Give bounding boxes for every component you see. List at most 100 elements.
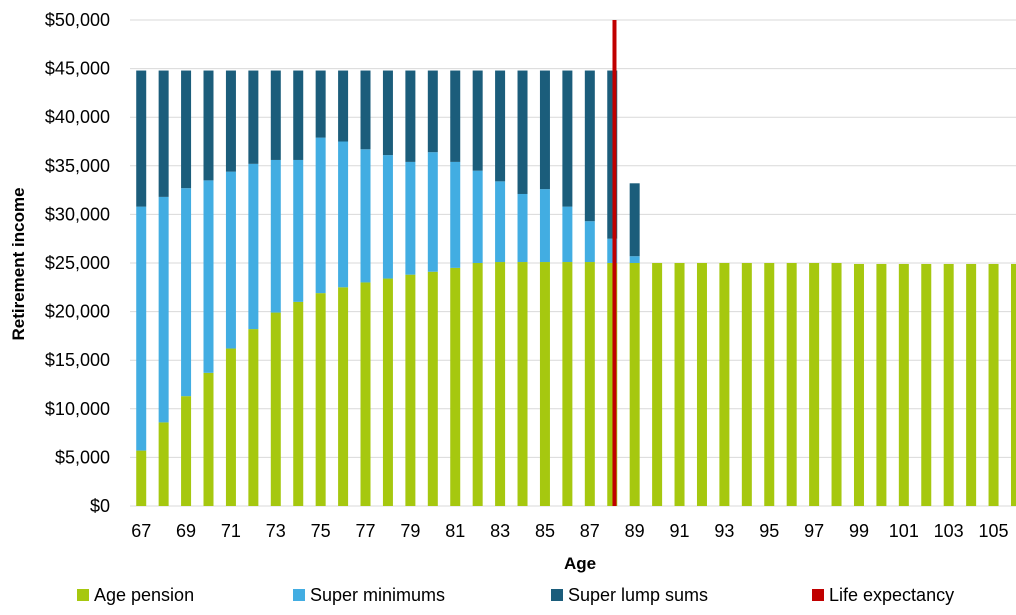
bar-age-pension-73 bbox=[270, 312, 281, 506]
bar-super-lump-sums-77 bbox=[360, 70, 371, 150]
bar-age-pension-74 bbox=[293, 301, 304, 506]
x-tick-label: 71 bbox=[221, 521, 241, 541]
x-tick-label: 93 bbox=[714, 521, 734, 541]
y-tick-label: $15,000 bbox=[45, 350, 110, 370]
bar-age-pension-102 bbox=[921, 263, 932, 506]
bar-age-pension-105 bbox=[988, 263, 999, 506]
y-axis-tick-labels: $0 $5,000 $10,000 $15,000 $20,000 $25,000 $30,… bbox=[45, 10, 110, 516]
bar-super-minimums-77 bbox=[360, 149, 371, 283]
bar-super-lump-sums-74 bbox=[293, 70, 304, 160]
bar-age-pension-87 bbox=[584, 262, 595, 506]
bar-super-minimums-69 bbox=[181, 188, 192, 397]
bar-super-minimums-85 bbox=[539, 189, 550, 263]
bar-age-pension-82 bbox=[472, 263, 483, 506]
legend-item-super-lump-sums: Super lump sums bbox=[551, 585, 708, 605]
bar-super-lump-sums-87 bbox=[584, 70, 595, 222]
bar-super-lump-sums-83 bbox=[495, 70, 506, 182]
bar-super-minimums-83 bbox=[495, 181, 506, 263]
x-tick-label: 85 bbox=[535, 521, 555, 541]
x-tick-label: 73 bbox=[266, 521, 286, 541]
legend-item-life-expectancy: Life expectancy bbox=[812, 585, 954, 605]
bar-super-lump-sums-81 bbox=[450, 70, 461, 162]
x-tick-label: 69 bbox=[176, 521, 196, 541]
bar-age-pension-81 bbox=[450, 267, 461, 506]
bar-age-pension-72 bbox=[248, 329, 259, 506]
bar-age-pension-91 bbox=[674, 263, 685, 506]
y-axis-title: Retirement income bbox=[9, 187, 28, 340]
x-tick-label: 79 bbox=[400, 521, 420, 541]
legend-swatch-life-expectancy bbox=[812, 589, 824, 601]
bar-age-pension-85 bbox=[539, 262, 550, 506]
bar-super-lump-sums-88 bbox=[607, 70, 618, 239]
y-tick-label: $50,000 bbox=[45, 10, 110, 30]
bar-age-pension-68 bbox=[158, 422, 169, 506]
bar-age-pension-86 bbox=[562, 262, 573, 506]
bar-super-minimums-81 bbox=[450, 161, 461, 268]
bar-super-minimums-68 bbox=[158, 196, 169, 423]
bar-super-minimums-74 bbox=[293, 159, 304, 302]
bar-age-pension-99 bbox=[853, 263, 864, 506]
x-tick-label: 77 bbox=[355, 521, 375, 541]
bar-super-lump-sums-67 bbox=[136, 70, 147, 207]
y-tick-label: $45,000 bbox=[45, 59, 110, 79]
x-axis-title: Age bbox=[564, 554, 596, 573]
bar-super-minimums-87 bbox=[584, 221, 595, 263]
bar-age-pension-96 bbox=[786, 263, 797, 506]
bar-super-minimums-67 bbox=[136, 206, 147, 451]
bar-age-pension-103 bbox=[943, 263, 954, 506]
legend-item-age-pension: Age pension bbox=[77, 585, 194, 605]
bar-super-minimums-84 bbox=[517, 193, 528, 263]
bar-age-pension-77 bbox=[360, 282, 371, 506]
x-tick-label: 83 bbox=[490, 521, 510, 541]
bar-super-lump-sums-80 bbox=[427, 70, 438, 153]
bar-super-minimums-89 bbox=[629, 256, 640, 263]
legend-label-life-expectancy: Life expectancy bbox=[829, 585, 954, 605]
bar-super-minimums-73 bbox=[270, 159, 281, 313]
bar-age-pension-95 bbox=[764, 263, 775, 506]
bar-age-pension-69 bbox=[181, 396, 192, 506]
bar-super-lump-sums-69 bbox=[181, 70, 192, 189]
bar-age-pension-90 bbox=[652, 263, 663, 506]
bar-age-pension-101 bbox=[898, 263, 909, 506]
bar-age-pension-84 bbox=[517, 262, 528, 506]
x-tick-label: 91 bbox=[670, 521, 690, 541]
legend-label-super-lump-sums: Super lump sums bbox=[568, 585, 708, 605]
y-tick-label: $30,000 bbox=[45, 204, 110, 224]
bar-super-minimums-86 bbox=[562, 206, 573, 263]
bar-super-lump-sums-70 bbox=[203, 70, 214, 181]
x-tick-label: 103 bbox=[934, 521, 964, 541]
bar-super-minimums-78 bbox=[382, 155, 393, 279]
bar-super-lump-sums-84 bbox=[517, 70, 528, 194]
bar-super-lump-sums-86 bbox=[562, 70, 573, 207]
bar-super-lump-sums-82 bbox=[472, 70, 483, 171]
x-tick-label: 97 bbox=[804, 521, 824, 541]
bar-age-pension-106 bbox=[1010, 263, 1016, 506]
bar-super-lump-sums-75 bbox=[315, 70, 326, 138]
bar-super-minimums-76 bbox=[338, 141, 349, 288]
bar-super-lump-sums-68 bbox=[158, 70, 169, 197]
bar-super-minimums-71 bbox=[225, 171, 236, 349]
x-tick-label: 81 bbox=[445, 521, 465, 541]
bar-age-pension-93 bbox=[719, 263, 730, 506]
bar-super-lump-sums-78 bbox=[382, 70, 393, 156]
bar-super-lump-sums-79 bbox=[405, 70, 416, 162]
y-tick-label: $25,000 bbox=[45, 253, 110, 273]
y-tick-label: $5,000 bbox=[55, 447, 110, 467]
bar-age-pension-76 bbox=[338, 287, 349, 506]
bar-age-pension-67 bbox=[136, 450, 147, 506]
x-tick-label: 89 bbox=[625, 521, 645, 541]
bar-age-pension-83 bbox=[495, 262, 506, 506]
bar-age-pension-70 bbox=[203, 372, 214, 506]
bar-age-pension-98 bbox=[831, 263, 842, 506]
bar-super-minimums-82 bbox=[472, 170, 483, 263]
bar-age-pension-88 bbox=[607, 263, 618, 506]
x-tick-label: 95 bbox=[759, 521, 779, 541]
bar-age-pension-100 bbox=[876, 263, 887, 506]
bar-age-pension-75 bbox=[315, 293, 326, 506]
bar-age-pension-89 bbox=[629, 263, 640, 506]
x-tick-label: 75 bbox=[311, 521, 331, 541]
bar-super-lump-sums-76 bbox=[338, 70, 349, 142]
bar-age-pension-92 bbox=[696, 263, 707, 506]
bar-super-minimums-79 bbox=[405, 161, 416, 275]
